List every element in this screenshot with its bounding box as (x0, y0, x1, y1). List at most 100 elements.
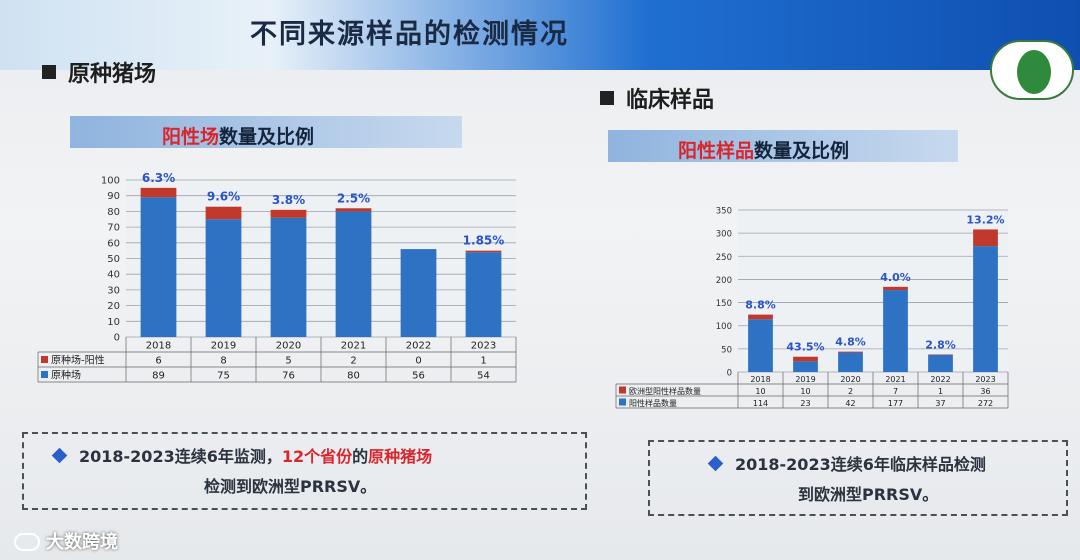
table-cell: 80 (347, 371, 360, 382)
banner-right-highlight: 阳性样品 (678, 140, 755, 162)
table-cell: 0 (415, 356, 421, 367)
table-cell: 5 (285, 356, 291, 367)
table-row-label: 欧洲型阳性样品数量 (629, 386, 701, 396)
legend-swatch (41, 371, 48, 378)
y-tick-label: 250 (716, 253, 732, 263)
y-tick-label: 0 (114, 333, 120, 344)
percent-label-2020: 3.8% (272, 193, 305, 207)
bar-positive-2019 (793, 356, 818, 362)
title-band (0, 0, 1080, 70)
x-tick-label: 2020 (276, 341, 301, 352)
percent-label-2022: 2.8% (925, 338, 956, 351)
watermark-logo-icon (14, 533, 40, 551)
x-tick-label: 2023 (975, 375, 995, 384)
bar-positive-2021 (883, 286, 908, 291)
percent-label-2023: 1.85% (463, 234, 505, 248)
y-tick-label: 100 (716, 322, 732, 332)
percent-label-2020: 4.8% (835, 336, 866, 349)
bar-total-2021 (883, 290, 908, 372)
bar-total-2018 (140, 197, 177, 337)
bar-positive-2019 (205, 206, 242, 220)
bar-positive-2023 (973, 229, 998, 247)
x-tick-label: 2023 (471, 341, 496, 352)
bar-total-2020 (838, 352, 863, 372)
bar-total-2022 (928, 354, 953, 372)
bar-positive-2020 (270, 209, 307, 218)
table-cell: 76 (282, 371, 295, 382)
x-tick-label: 2022 (930, 375, 950, 384)
square-bullet-icon (42, 65, 56, 79)
bar-total-2020 (270, 217, 307, 337)
bar-total-2021 (335, 211, 372, 337)
bar-total-2018 (748, 319, 773, 372)
legend-swatch (41, 356, 48, 363)
table-cell: 10 (800, 387, 810, 396)
bar-total-2023 (465, 252, 502, 337)
x-tick-label: 2019 (795, 375, 815, 384)
percent-label-2021: 2.5% (337, 191, 370, 205)
percent-label-2019: 9.6% (207, 190, 240, 204)
bar-positive-2018 (748, 314, 773, 320)
banner-left: 阳性场数量及比例 (70, 116, 462, 148)
bar-total-2019 (205, 219, 242, 337)
table-cell: 89 (152, 371, 165, 382)
section-heading-right: 临床样品 (600, 82, 714, 114)
table-cell: 56 (412, 371, 425, 382)
table-cell: 8 (220, 356, 226, 367)
table-cell: 7 (893, 387, 898, 396)
table-cell: 1 (938, 387, 943, 396)
table-row-label: 阳性样品数量 (629, 398, 677, 408)
banner-right-text: 数量及比例 (754, 140, 850, 162)
table-cell: 6 (155, 356, 161, 367)
banner-left-highlight: 阳性场 (162, 126, 220, 148)
x-tick-label: 2020 (840, 375, 860, 384)
y-tick-label: 10 (107, 317, 120, 328)
y-tick-label: 50 (721, 345, 732, 355)
x-tick-label: 2018 (750, 375, 770, 384)
banner-right: 阳性样品数量及比例 (608, 130, 958, 162)
diamond-bullet-icon (51, 447, 68, 464)
table-cell: 2 (350, 356, 356, 367)
y-tick-label: 300 (716, 230, 732, 240)
legend-swatch (619, 386, 626, 394)
bar-positive-2023 (465, 250, 502, 253)
table-row-label: 原种场 (51, 369, 81, 382)
logo (990, 40, 1074, 100)
banner-left-text: 数量及比例 (219, 126, 315, 148)
table-cell: 10 (755, 387, 765, 396)
table-cell: 75 (217, 371, 230, 382)
table-cell: 42 (845, 399, 855, 408)
y-tick-label: 20 (107, 301, 120, 312)
percent-label-2019: 43.5% (786, 341, 824, 354)
bar-positive-2021 (335, 208, 372, 212)
page-title: 不同来源样品的检测情况 (250, 19, 569, 50)
x-tick-label: 2019 (211, 341, 236, 352)
legend-swatch (619, 398, 626, 406)
table-cell: 36 (980, 387, 990, 396)
y-tick-label: 350 (716, 207, 732, 217)
table-row-label: 原种场-阳性 (51, 354, 105, 367)
table-cell: 177 (888, 399, 903, 408)
plot-area (738, 210, 1008, 372)
table-cell: 37 (935, 399, 945, 408)
chart-right: 0 50 100 150 200 250 300 350 8.8% 43.5% 4.8% 4.0% 2.… (615, 207, 1009, 409)
y-tick-label: 30 (107, 285, 120, 296)
y-tick-label: 200 (716, 276, 732, 286)
x-tick-label: 2021 (341, 341, 366, 352)
y-tick-label: 50 (107, 254, 120, 265)
watermark: 大数跨境 (14, 528, 118, 554)
y-tick-label: 0 (727, 369, 732, 379)
y-tick-label: 80 (107, 207, 120, 218)
y-tick-label: 90 (107, 191, 120, 202)
table-cell: 1 (480, 356, 486, 367)
table-cell: 114 (753, 399, 768, 408)
percent-label-2018: 8.8% (745, 299, 776, 312)
table-cell: 272 (978, 399, 993, 408)
note-left: 2018-2023连续6年监测，12个省份的原种猪场 检测到欧洲型PRRSV。 (22, 432, 587, 510)
x-tick-label: 2021 (885, 375, 905, 384)
bar-total-2022 (400, 249, 437, 337)
section-heading-left: 原种猪场 (42, 56, 156, 88)
bar-total-2023 (973, 246, 998, 372)
